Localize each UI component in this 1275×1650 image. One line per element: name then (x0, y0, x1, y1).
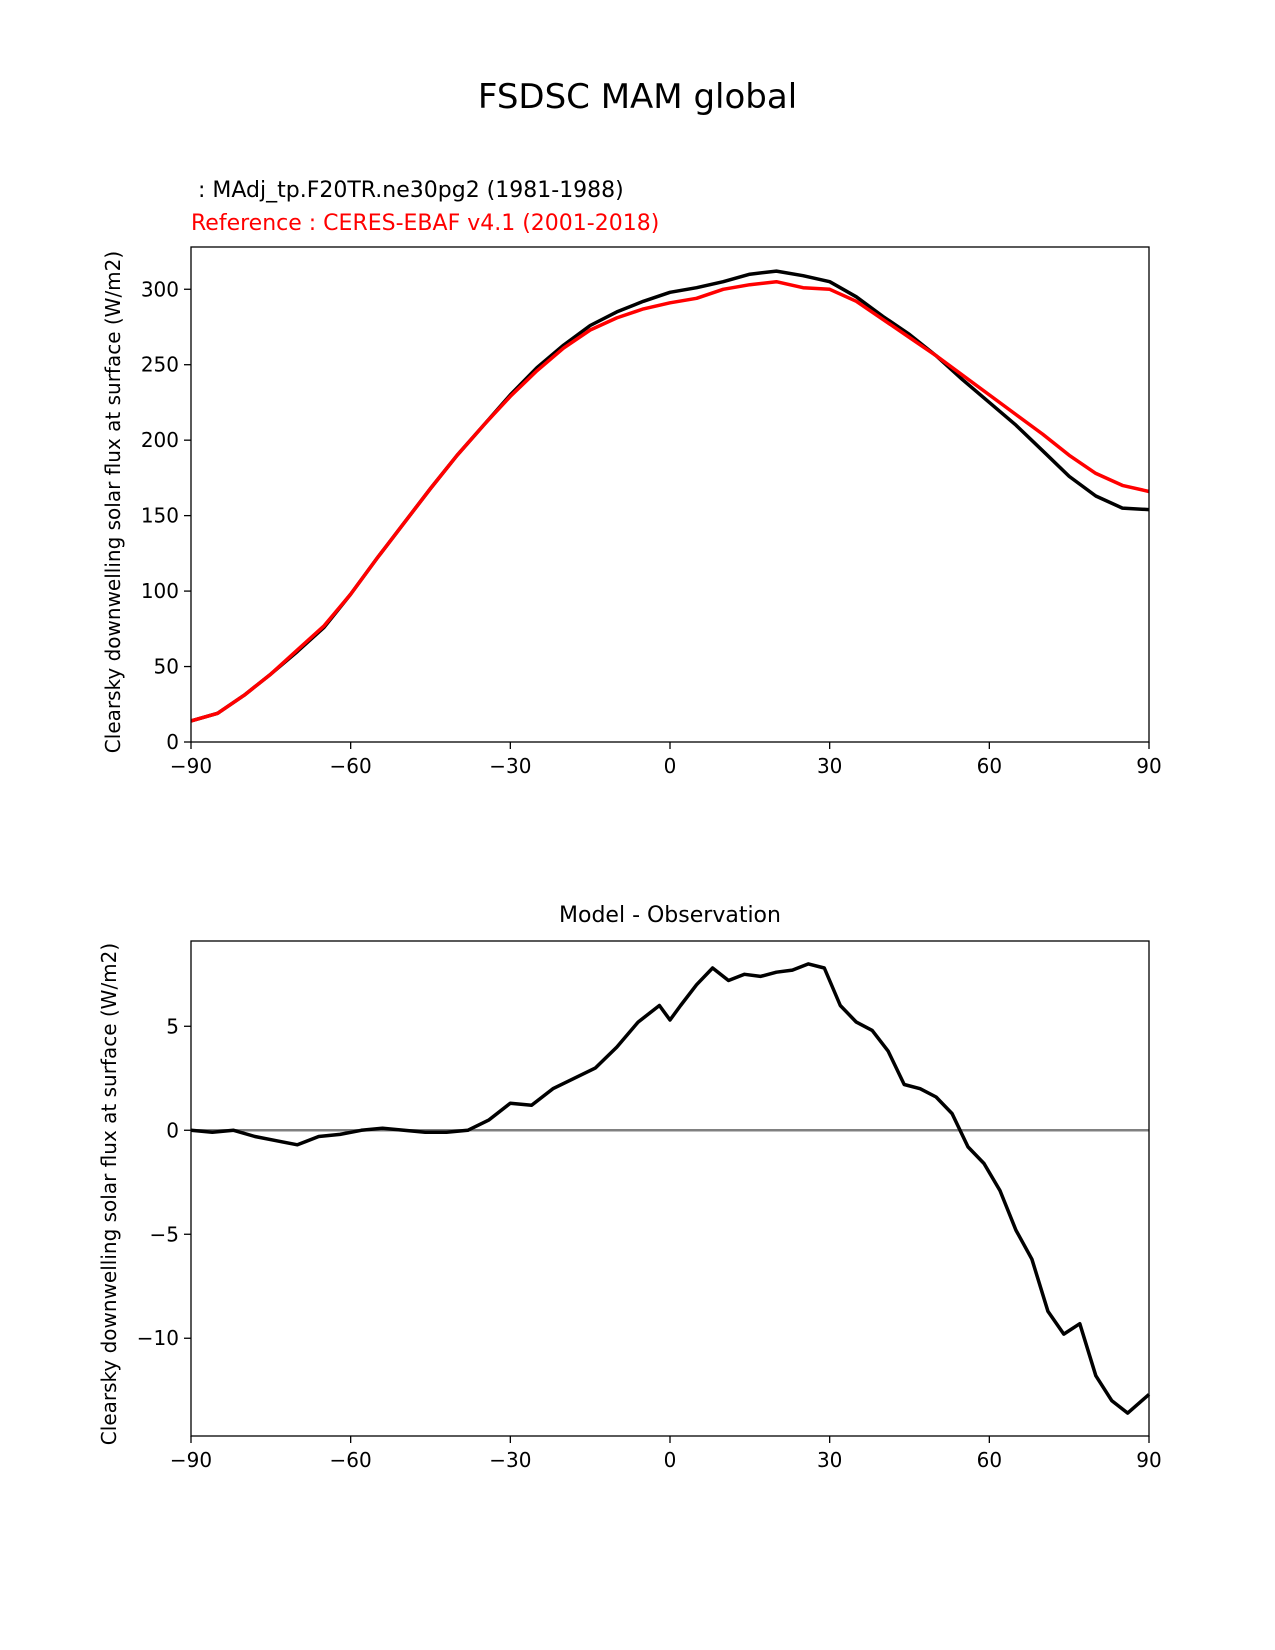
bottom-plot-area: −90 −60 −30 0 30 60 90 −10 −5 0 5 (137, 940, 1162, 1472)
top-x-tick-label: 90 (1136, 754, 1161, 778)
top-x-tick-label: 30 (817, 754, 842, 778)
top-y-tick-label: 150 (141, 504, 179, 528)
top-y-tick-label: 200 (141, 428, 179, 452)
bottom-x-tick-label: 30 (817, 1448, 842, 1472)
figure-title: FSDSC MAM global (478, 77, 797, 117)
bottom-series-difference (190, 962, 1151, 1415)
top-x-tick-label: 0 (664, 754, 677, 778)
bottom-y-tick-label: 5 (166, 1014, 179, 1038)
bottom-y-axis-label: Clearsky downwelling solar flux at surfa… (97, 943, 121, 1445)
top-y-tick-label: 0 (166, 730, 179, 754)
bottom-x-tick-label: 0 (664, 1448, 677, 1472)
test-run-label: : MAdj_tp.F20TR.ne30pg2 (1981-1988) (191, 178, 624, 203)
reference-label: Reference : CERES-EBAF v4.1 (2001-2018) (191, 211, 659, 236)
bottom-x-tick-label: 90 (1136, 1448, 1161, 1472)
bottom-x-tick-label: −60 (330, 1448, 372, 1472)
bottom-y-tick-label: −5 (150, 1222, 179, 1246)
top-panel: : MAdj_tp.F20TR.ne30pg2 (1981-1988) Refe… (101, 178, 1162, 778)
top-series-reference (190, 279, 1150, 723)
top-x-tick-label: −60 (330, 754, 372, 778)
top-plot-area: −90 −60 −30 0 30 60 90 0 50 100 150 200 250 300 (141, 246, 1162, 778)
top-y-tick-label: 300 (141, 277, 179, 301)
top-y-axis-label: Clearsky downwelling solar flux at surfa… (101, 251, 125, 753)
bottom-x-tick-label: −30 (489, 1448, 531, 1472)
top-x-tick-label: −90 (170, 754, 212, 778)
top-y-tick-label: 50 (154, 655, 179, 679)
top-y-tick-label: 100 (141, 579, 179, 603)
bottom-panel: Model - Observation Clearsky downwelling… (97, 903, 1162, 1472)
top-x-tick-label: 60 (977, 754, 1002, 778)
top-x-tick-label: −30 (489, 754, 531, 778)
bottom-y-tick-label: −10 (137, 1326, 179, 1350)
bottom-x-tick-label: 60 (977, 1448, 1002, 1472)
bottom-x-tick-label: −90 (170, 1448, 212, 1472)
top-y-tick-label: 250 (141, 353, 179, 377)
bottom-title: Model - Observation (559, 903, 781, 928)
bottom-y-tick-label: 0 (166, 1118, 179, 1142)
